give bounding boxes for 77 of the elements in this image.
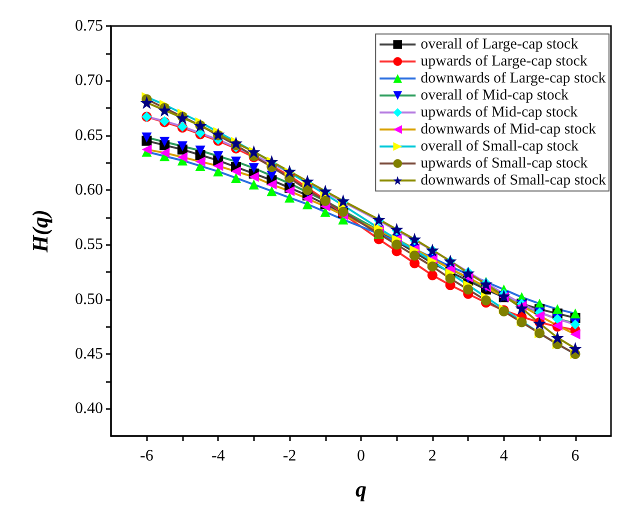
point [568, 342, 582, 356]
point [302, 185, 312, 195]
point [392, 240, 402, 250]
point [266, 180, 277, 190]
point [480, 278, 492, 291]
y-tick-label: 0.70 [75, 72, 103, 90]
point [177, 141, 188, 152]
point [515, 302, 528, 315]
y-axis-title: H(q) [28, 210, 52, 254]
legend-label: upwards of Small-cap stock [420, 156, 588, 172]
point [266, 186, 277, 196]
point [177, 152, 188, 162]
point [160, 148, 170, 158]
point [212, 128, 225, 141]
x-tick-label: -6 [140, 448, 154, 464]
x-tick-label: 4 [500, 448, 508, 464]
point [427, 270, 438, 280]
point [318, 184, 332, 198]
point [445, 274, 456, 284]
point [481, 295, 491, 306]
point [463, 284, 474, 294]
x-tick-label: -2 [282, 448, 296, 464]
point [552, 304, 562, 314]
point [284, 186, 295, 196]
point [231, 166, 241, 176]
x-tick-label: 0 [357, 448, 365, 464]
point [300, 174, 314, 188]
x-axis-title: q [356, 476, 366, 502]
x-tick-label: 2 [428, 448, 436, 464]
x-tick-label: 6 [571, 448, 580, 464]
legend-label: overall of Large-cap stock [420, 36, 579, 52]
point [284, 192, 295, 203]
point [427, 262, 438, 272]
point [230, 136, 242, 150]
point [390, 222, 404, 236]
point [195, 146, 206, 156]
y-tick-label: 0.65 [75, 126, 103, 144]
y-tick-label: 0.75 [75, 18, 103, 34]
point [533, 316, 546, 330]
point [408, 232, 422, 246]
point [142, 132, 152, 143]
point [462, 266, 475, 280]
point [231, 156, 241, 167]
point [140, 96, 154, 110]
point [176, 111, 189, 124]
y-tick-label: 0.50 [75, 290, 103, 308]
point [283, 164, 296, 178]
point [248, 180, 259, 190]
point [160, 136, 170, 147]
point [213, 151, 224, 162]
y-tick-label: 0.40 [75, 400, 103, 418]
point [372, 213, 386, 226]
point [158, 104, 172, 117]
point [195, 156, 206, 167]
y-tick-label: 0.45 [75, 346, 103, 362]
point [550, 331, 564, 344]
legend-label: downwards of Mid-cap stock [420, 122, 596, 138]
point [213, 160, 224, 171]
y-tick-label: 0.55 [75, 236, 103, 254]
legend-label: upwards of Large-cap stock [420, 54, 588, 70]
point [534, 310, 545, 321]
legend-label: overall of Mid-cap stock [420, 88, 569, 104]
legend-label: overall of Small-cap stock [420, 138, 579, 154]
point [248, 163, 259, 174]
point [302, 194, 312, 204]
point [231, 172, 241, 183]
point [248, 172, 259, 182]
x-tick-label: -4 [211, 448, 225, 464]
point [570, 308, 580, 319]
legend-label: upwards of Mid-cap stock [420, 104, 578, 120]
point [302, 199, 312, 210]
legend-label: downwards of Small-cap stock [420, 172, 606, 188]
legend-label: downwards of Large-cap stock [420, 70, 606, 86]
point [570, 329, 580, 340]
point [410, 250, 420, 261]
point [336, 194, 350, 208]
y-tick-label: 0.60 [75, 182, 103, 198]
